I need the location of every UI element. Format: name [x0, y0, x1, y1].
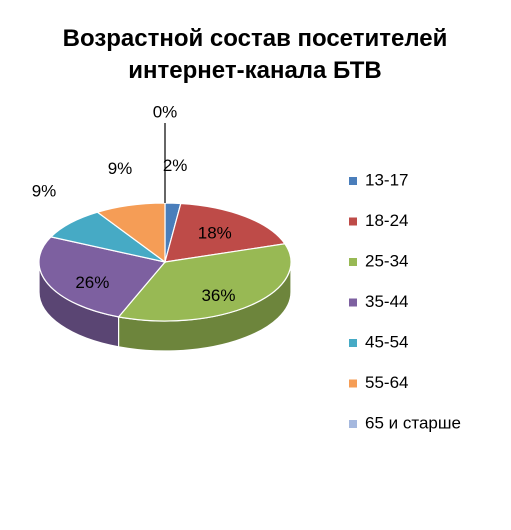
- data-label-55-64: 9%: [108, 159, 133, 178]
- legend-swatch-25-34: [349, 258, 357, 266]
- pie-group: [38, 123, 292, 352]
- legend-label-35-44: 35-44: [365, 292, 408, 311]
- legend-swatch-18-24: [349, 217, 357, 226]
- legend-label-45-54: 45-54: [365, 332, 408, 351]
- data-label-35-44: 26%: [75, 273, 109, 292]
- legend-swatch-13-17: [349, 177, 357, 185]
- legend-label-65 и старше: 65 и старше: [365, 413, 461, 432]
- legend-swatch-65 и старше: [349, 420, 357, 428]
- data-label-25-34: 36%: [201, 286, 235, 305]
- legend-label-18-24: 18-24: [365, 211, 408, 230]
- data-label-13-17: 2%: [163, 156, 188, 175]
- legend-label-55-64: 55-64: [365, 373, 408, 392]
- legend-swatch-45-54: [349, 339, 357, 347]
- legend-label-25-34: 25-34: [365, 251, 408, 270]
- data-labels: 2% 18% 36% 26% 9% 9% 0%: [32, 102, 236, 305]
- legend-swatch-55-64: [349, 379, 357, 388]
- data-label-45-54: 9%: [32, 182, 57, 201]
- pie-slice-55-64: [96, 202, 166, 264]
- pie-slice-18-24: [164, 202, 286, 263]
- chart-title-line-2: интернет-канала БТВ: [128, 57, 381, 84]
- chart-title-line-1: Возрастной состав посетителей: [63, 25, 448, 52]
- data-label-65 и старше: 0%: [153, 102, 178, 121]
- legend-label-13-17: 13-17: [365, 170, 408, 189]
- legend-swatch-35-44: [349, 298, 357, 307]
- pie-slice-35-44: [38, 236, 167, 318]
- data-label-18-24: 18%: [198, 223, 232, 242]
- pie-slice-25-34: [117, 243, 292, 322]
- legend: 13-17 18-24 25-34 35-44 45-54 55-64 65 и старш…: [349, 170, 461, 432]
